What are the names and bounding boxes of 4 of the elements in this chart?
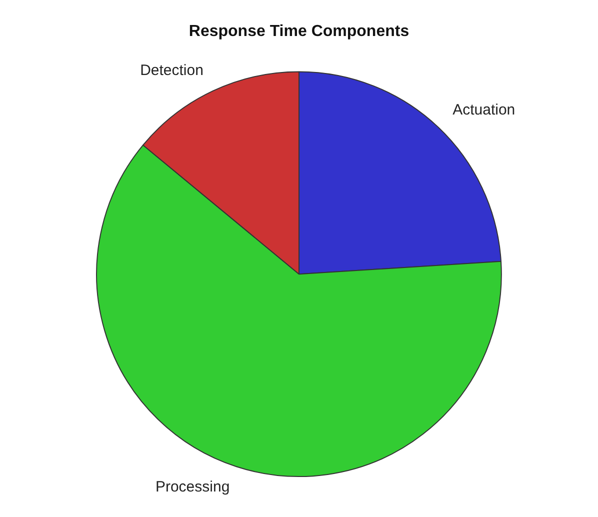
slice-label: Processing [155, 478, 230, 496]
chart-title: Response Time Components [188, 23, 410, 40]
slice-label: Actuation [452, 102, 516, 119]
slice-label: Detection [140, 62, 204, 80]
